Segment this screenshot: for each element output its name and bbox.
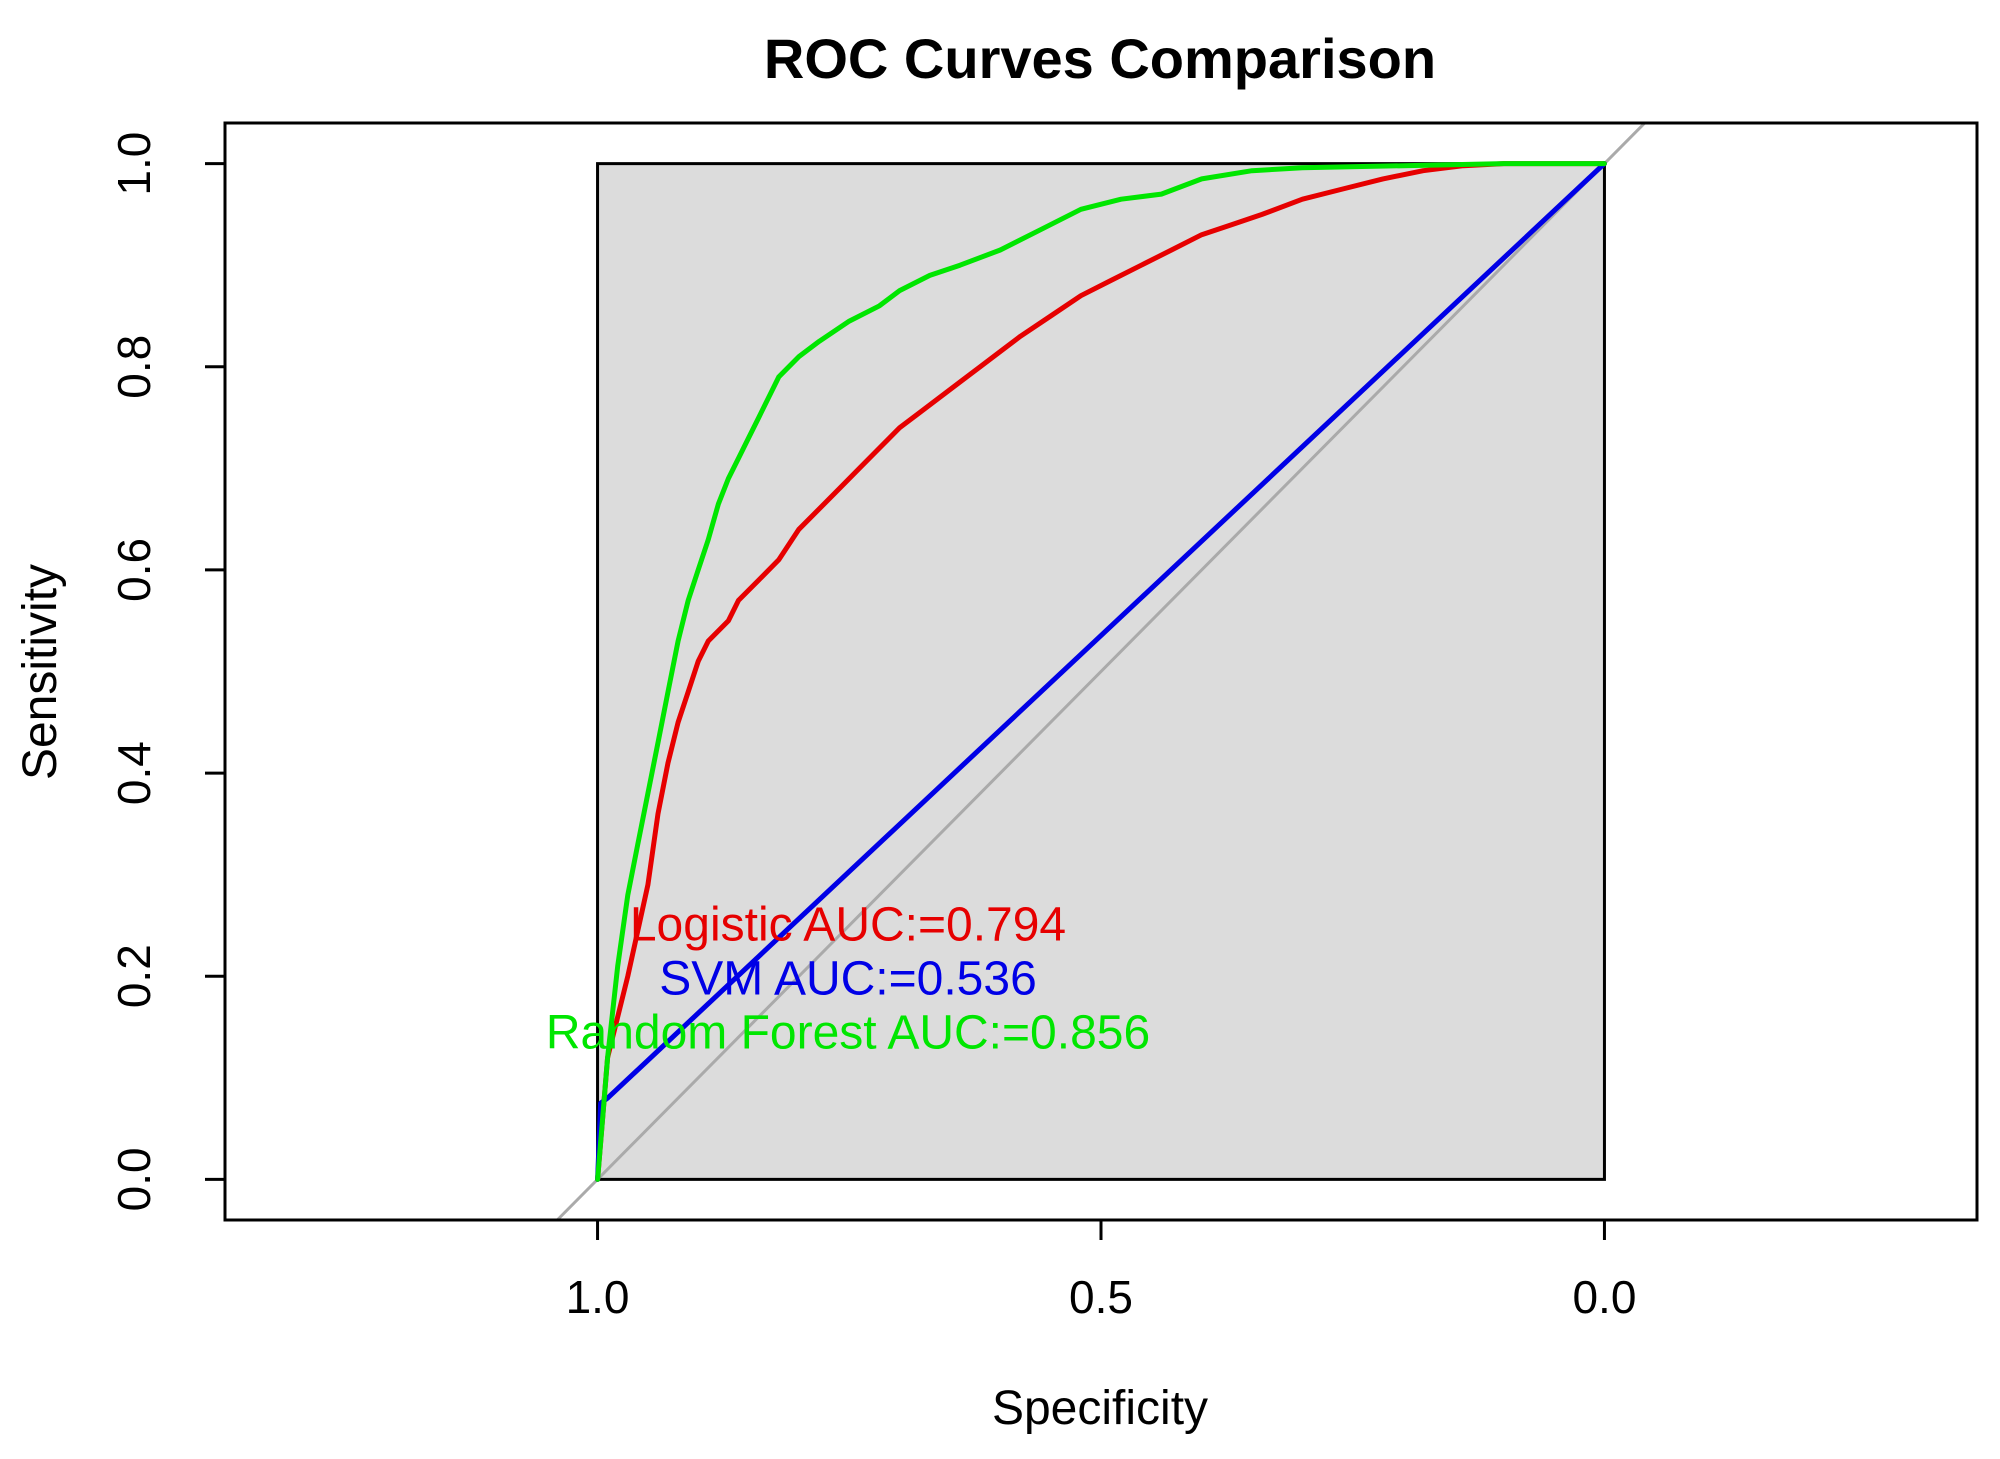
y-tick-label: 0.0: [108, 1147, 160, 1211]
y-tick-label: 0.6: [108, 538, 160, 602]
x-tick-label: 0.5: [1069, 1271, 1133, 1323]
y-tick-label: 1.0: [108, 132, 160, 196]
reference-diagonal: [556, 121, 1646, 1222]
y-tick-label: 0.8: [108, 335, 160, 399]
y-axis-label: Sensitivity: [14, 564, 67, 780]
y-tick-label: 0.2: [108, 944, 160, 1008]
series-line-random-forest: [595, 161, 1607, 1182]
x-tick-label: 0.0: [1572, 1271, 1636, 1323]
series-line-logistic: [595, 161, 1607, 1182]
x-tick-label: 1.0: [566, 1271, 630, 1323]
auc-label-svm: SVM AUC:=0.536: [659, 953, 1037, 1006]
series-layer: [595, 161, 1607, 1182]
x-axis-label: Specificity: [992, 1382, 1208, 1435]
axes-layer: 1.0 0.5 0.0 0.0 0.2 0.4 0.6 0.8 1.0: [108, 132, 1636, 1323]
auc-label-logistic: Logistic AUC:=0.794: [630, 899, 1066, 952]
chart-title: ROC Curves Comparison: [764, 27, 1436, 90]
auc-label-random-forest: Random Forest AUC:=0.856: [546, 1007, 1150, 1060]
reference-line-layer: [556, 121, 1646, 1222]
y-tick-label: 0.4: [108, 741, 160, 805]
